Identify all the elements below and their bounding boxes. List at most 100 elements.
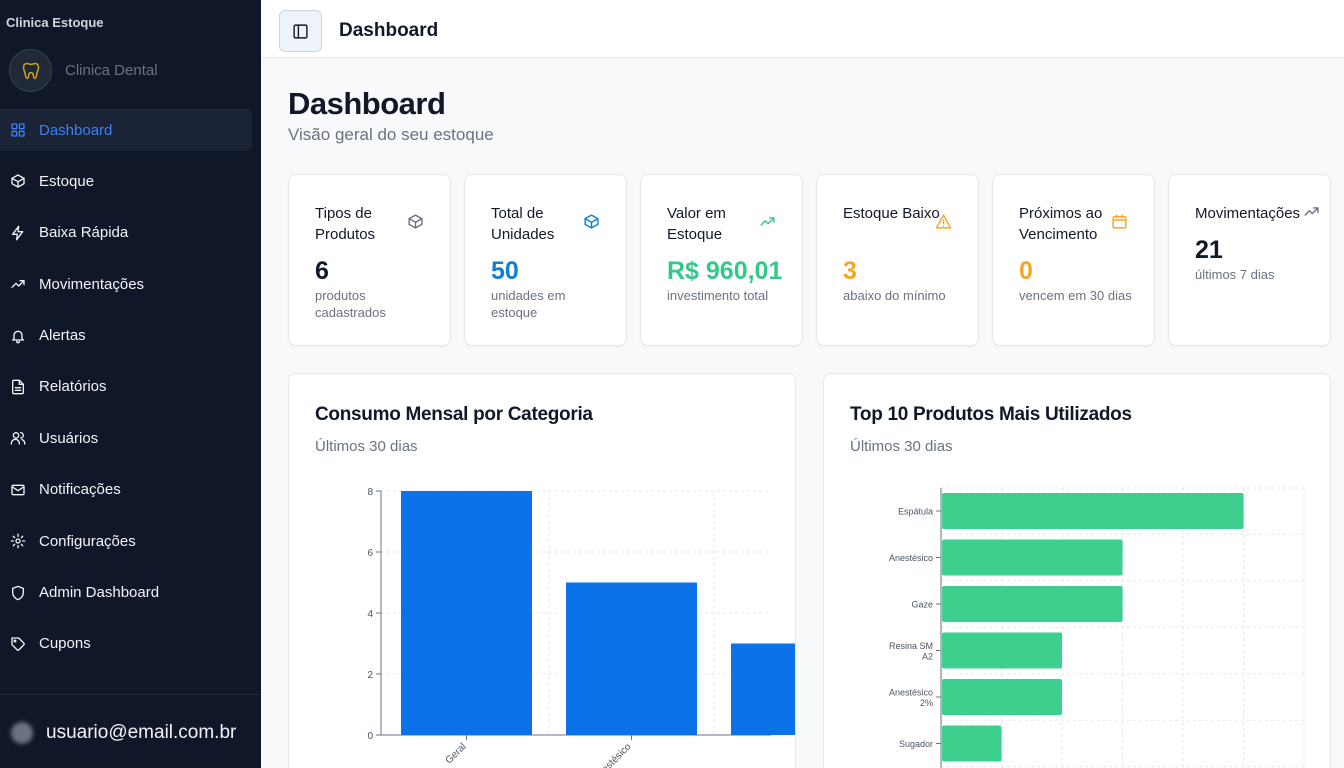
chart-title: Consumo Mensal por Categoria (315, 404, 593, 425)
x-tick-label: ...estésico (594, 741, 634, 768)
sidebar-divider (0, 694, 261, 695)
bar (401, 491, 532, 735)
calendar-icon (1111, 213, 1128, 230)
shield-icon (10, 585, 26, 601)
stat-desc: abaixo do mínimo (843, 288, 946, 303)
sidebar-item-cupons[interactable]: Cupons (0, 623, 252, 665)
sidebar-item-label: Usuários (39, 429, 99, 447)
bar (942, 679, 1062, 715)
stat-value: R$ 960,01 (667, 257, 783, 285)
bar (942, 539, 1123, 576)
sidebar-item-usuarios[interactable]: Usuários (0, 417, 252, 459)
stat-desc: produtos cadastrados (315, 288, 386, 320)
x-tick-label: Geral (444, 741, 469, 766)
sidebar-item-label: Dashboard (39, 121, 113, 139)
trending-up-icon (759, 213, 776, 230)
chart-title: Top 10 Produtos Mais Utilizados (850, 404, 1132, 425)
page-title: Dashboard (288, 86, 446, 121)
sidebar-item-dashboard[interactable]: Dashboard (0, 109, 252, 151)
stat-value: 6 (315, 257, 329, 285)
chart-card-top-produtos: Top 10 Produtos Mais Utilizados Últimos … (823, 373, 1331, 768)
user-menu[interactable]: usuario@email.com.br (11, 722, 236, 744)
stat-label: Tipos de Produtos (315, 205, 376, 243)
stat-card-valor-estoque: Valor em Estoque R$ 960,01 investimento … (640, 174, 803, 346)
stat-label: Próximos ao Vencimento (1019, 205, 1103, 243)
sidebar-item-relatorios[interactable]: Relatórios (0, 366, 252, 408)
bar (942, 725, 1002, 762)
consumo-bar-chart: 0 2 4 6 8 Geral ...estésico (367, 487, 795, 768)
app-brand: Clinica Estoque (6, 15, 104, 30)
y-tick-label: 2 (367, 670, 373, 681)
top-bar: Dashboard (261, 0, 1344, 58)
y-tick-label: Anestésico (889, 553, 933, 563)
users-icon (10, 430, 26, 446)
y-tick-label: Anestésico (889, 688, 933, 698)
bell-icon (10, 328, 26, 344)
sidebar-item-label: Configurações (39, 532, 136, 550)
stat-value: 50 (491, 257, 519, 285)
clinic-selector[interactable]: Clinica Dental (9, 49, 158, 92)
box-icon (583, 213, 600, 230)
zap-icon (10, 225, 26, 241)
stat-label: Total de Unidades (491, 205, 555, 243)
sidebar-item-label: Relatórios (39, 378, 107, 396)
settings-icon (10, 533, 26, 549)
sidebar: Clinica Estoque Clinica Dental Dashboard… (0, 0, 261, 768)
stat-value: 3 (843, 257, 857, 285)
alert-triangle-icon (935, 213, 952, 230)
chart-subtitle: Últimos 30 dias (850, 438, 953, 455)
sidebar-item-label: Estoque (39, 172, 95, 190)
stat-card-tipos-produtos: Tipos de Produtos 6 produtos cadastrados (288, 174, 451, 346)
sidebar-item-admin-dashboard[interactable]: Admin Dashboard (0, 572, 252, 614)
avatar (11, 722, 33, 744)
bar (942, 632, 1062, 669)
stat-card-total-unidades: Total de Unidades 50 unidades em estoque (464, 174, 627, 346)
y-tick-label: 4 (367, 609, 373, 620)
package-icon (10, 173, 26, 189)
sidebar-item-configuracoes[interactable]: Configurações (0, 520, 252, 562)
sidebar-item-label: Admin Dashboard (39, 584, 160, 602)
panel-left-icon (293, 23, 308, 39)
stat-value: 0 (1019, 257, 1033, 285)
sidebar-nav: Dashboard Estoque Baixa Rápida Movimenta… (0, 109, 252, 674)
chart-card-consumo-mensal: Consumo Mensal por Categoria Últimos 30 … (288, 373, 796, 768)
stat-desc: últimos 7 dias (1195, 267, 1275, 282)
y-tick-label: 2% (920, 698, 933, 708)
sidebar-item-label: Notificações (39, 481, 121, 499)
trending-up-icon (10, 276, 26, 292)
sidebar-item-alertas[interactable]: Alertas (0, 315, 252, 357)
sidebar-item-baixa-rapida[interactable]: Baixa Rápida (0, 212, 252, 254)
y-tick-label: 6 (367, 548, 373, 559)
stat-card-movimentacoes: Movimentações 21 últimos 7 dias (1168, 174, 1331, 346)
bar (566, 582, 697, 735)
stat-desc: investimento total (667, 288, 769, 303)
topbar-title: Dashboard (339, 20, 439, 41)
stat-label: Movimentações (1195, 205, 1301, 222)
user-email: usuario@email.com.br (46, 722, 237, 743)
stat-card-estoque-baixo: Estoque Baixo 3 abaixo do mínimo (816, 174, 979, 346)
stat-value: 21 (1195, 236, 1223, 264)
stat-card-proximos-vencimento: Próximos ao Vencimento 0 vencem em 30 di… (992, 174, 1155, 346)
tag-icon (10, 636, 26, 652)
bar (942, 493, 1244, 529)
y-tick-label: Espátula (898, 507, 933, 517)
sidebar-item-estoque[interactable]: Estoque (0, 160, 252, 202)
sidebar-item-label: Baixa Rápida (39, 224, 129, 242)
y-tick-label: Sugador (899, 739, 933, 749)
sidebar-toggle-button[interactable] (279, 10, 322, 52)
clinic-name: Clinica Dental (65, 62, 158, 79)
y-tick-label: A2 (922, 652, 933, 662)
stat-desc: unidades em estoque (491, 288, 566, 320)
sidebar-item-label: Cupons (39, 635, 91, 653)
sidebar-item-movimentacoes[interactable]: Movimentações (0, 263, 252, 305)
y-tick-label: Resina SM (889, 641, 933, 651)
mail-icon (10, 482, 26, 498)
trending-up-icon (1303, 203, 1320, 220)
stat-label: Valor em Estoque (667, 205, 726, 243)
sidebar-item-notificacoes[interactable]: Notificações (0, 469, 252, 511)
tooth-logo-icon (9, 49, 52, 92)
bar (731, 643, 795, 735)
y-tick-label: 0 (367, 731, 373, 742)
y-tick-label: 8 (367, 487, 373, 498)
